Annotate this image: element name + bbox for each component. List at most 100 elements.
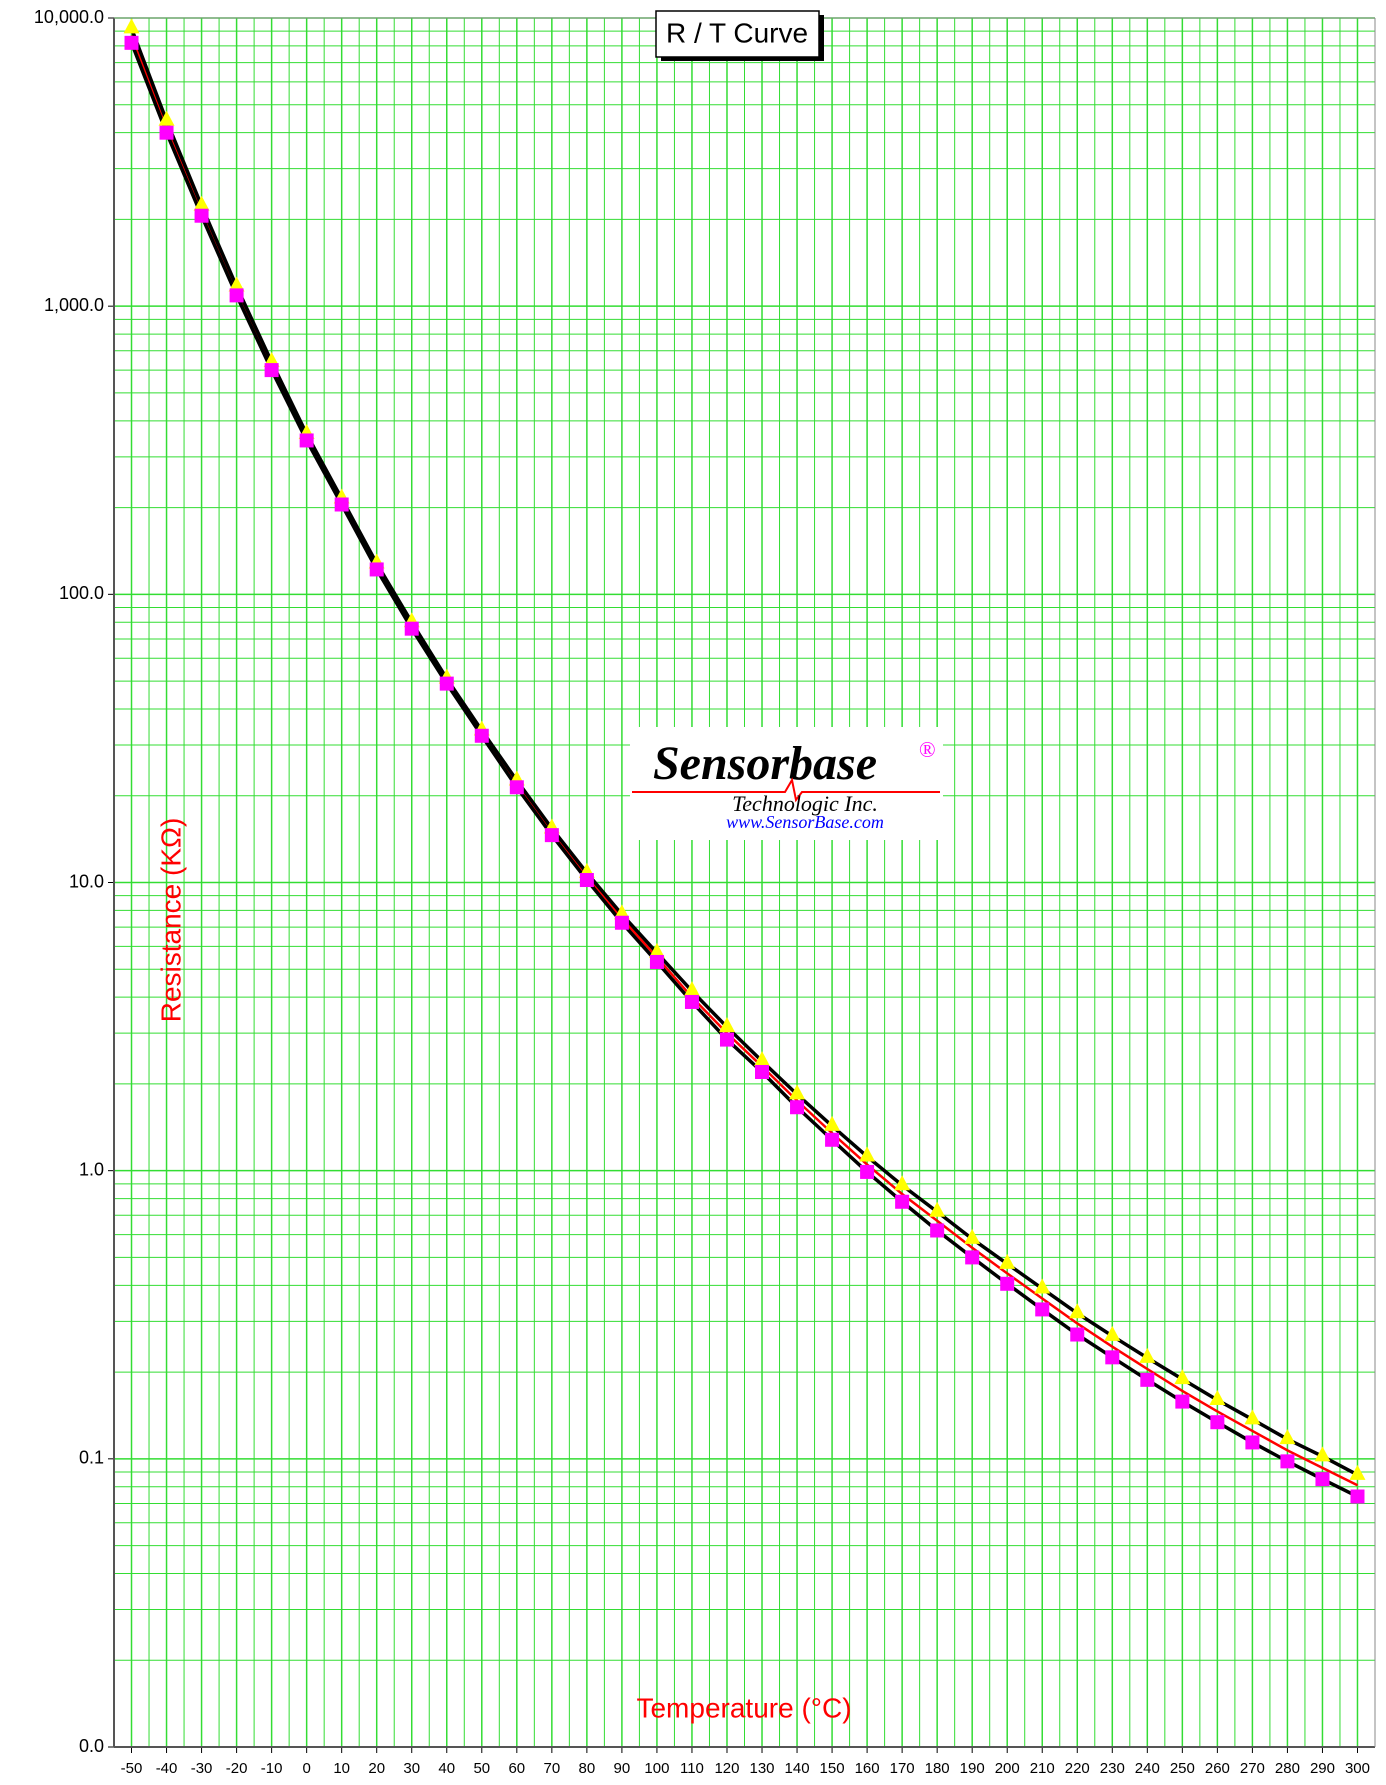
marks [123, 18, 1366, 1504]
marker [1350, 1489, 1365, 1504]
y-tick-label: 10,000.0 [34, 7, 104, 27]
logo: Sensorbase ® Technologic Inc. www.Sensor… [630, 727, 943, 840]
marker [789, 1084, 806, 1100]
logo-underline [632, 777, 940, 803]
marker [1244, 1409, 1261, 1425]
x-tick-label: 290 [1310, 1760, 1335, 1777]
x-tick-label: -10 [261, 1760, 283, 1777]
x-tick-label: 120 [714, 1760, 739, 1777]
marker [1070, 1327, 1085, 1342]
y-tick-label: 100.0 [59, 583, 104, 603]
marker [1174, 1369, 1191, 1385]
marker [1140, 1372, 1155, 1387]
x-tick-label: 200 [995, 1760, 1020, 1777]
marker [194, 208, 209, 223]
marker [124, 35, 139, 50]
marker [439, 676, 454, 691]
marker [228, 276, 245, 292]
marker [614, 915, 629, 930]
marker [158, 110, 175, 126]
x-tick-label: 220 [1065, 1760, 1090, 1777]
x-tick-label: -30 [191, 1760, 213, 1777]
marker [1279, 1429, 1296, 1445]
x-tick-label: -20 [226, 1760, 248, 1777]
marker [860, 1164, 875, 1179]
marker [755, 1064, 770, 1079]
marker [754, 1051, 771, 1067]
marker [1139, 1347, 1156, 1363]
marker [648, 942, 665, 958]
marker [964, 1228, 981, 1244]
marker [1105, 1350, 1120, 1365]
marker [123, 18, 140, 34]
marker [613, 904, 630, 920]
x-tick-label: 110 [680, 1760, 704, 1777]
y-tick-label: 0.1 [79, 1448, 104, 1468]
marker [684, 994, 699, 1009]
logo-name: Sensorbase [653, 737, 877, 790]
x-tick-label: 230 [1100, 1760, 1125, 1777]
x-tick-label: 130 [749, 1760, 774, 1777]
marker [929, 1201, 946, 1217]
marker [824, 1115, 841, 1131]
x-tick-label: 90 [614, 1760, 631, 1777]
marker [334, 497, 349, 512]
x-tick-label: 300 [1345, 1760, 1370, 1777]
marker [579, 873, 594, 888]
x-tick-label: 80 [579, 1760, 596, 1777]
chart-title: R / T Curve [666, 17, 808, 48]
y-tick-label: 1,000.0 [44, 295, 104, 315]
marker [825, 1132, 840, 1147]
marker [404, 621, 419, 636]
x-tick-label: 50 [473, 1760, 490, 1777]
x-tick-label: 210 [1030, 1760, 1055, 1777]
title-box: R / T Curve [655, 10, 824, 61]
y-axis-label: Resistance (KΩ) [155, 818, 186, 1023]
marker [999, 1253, 1016, 1269]
x-tick-label: 0 [302, 1760, 310, 1777]
marker [1210, 1415, 1225, 1430]
marker [790, 1100, 805, 1115]
marker [369, 562, 384, 577]
marker [1314, 1446, 1331, 1462]
x-tick-label: 260 [1205, 1760, 1230, 1777]
y-tick-label: 1.0 [79, 1159, 104, 1179]
logo-url: www.SensorBase.com [726, 812, 884, 832]
logo-background [630, 727, 943, 840]
marker [683, 981, 700, 997]
marker [229, 288, 244, 303]
marker [193, 195, 210, 211]
marker [719, 1032, 734, 1047]
marker [1349, 1464, 1366, 1480]
logo-mark: ® [919, 737, 936, 762]
title-frame [655, 10, 820, 58]
y-tick-label: 0.0 [79, 1736, 104, 1756]
x-tick-label: 240 [1135, 1760, 1160, 1777]
marker [1245, 1435, 1260, 1450]
marker [718, 1017, 735, 1033]
x-tick-label: 100 [644, 1760, 669, 1777]
x-tick-label: 180 [925, 1760, 950, 1777]
marker [894, 1175, 911, 1191]
x-tick-label: 160 [855, 1760, 880, 1777]
marker [1104, 1325, 1121, 1341]
marker [159, 125, 174, 140]
x-tick-label: 20 [368, 1760, 385, 1777]
marker [264, 363, 279, 378]
x-tick-label: 250 [1170, 1760, 1195, 1777]
marker [474, 728, 489, 743]
marker [1315, 1472, 1330, 1487]
marker [1034, 1278, 1051, 1294]
logo-company: Technologic Inc. [732, 791, 878, 816]
x-tick-label: 30 [403, 1760, 420, 1777]
x-tick-label: -40 [156, 1760, 178, 1777]
marker [1209, 1390, 1226, 1406]
marker [1280, 1454, 1295, 1469]
marker [509, 780, 524, 795]
marker [859, 1146, 876, 1162]
x-tick-label: 40 [438, 1760, 455, 1777]
y-tick-label: 10.0 [69, 871, 104, 891]
marker [299, 433, 314, 448]
x-tick-label: 60 [508, 1760, 525, 1777]
